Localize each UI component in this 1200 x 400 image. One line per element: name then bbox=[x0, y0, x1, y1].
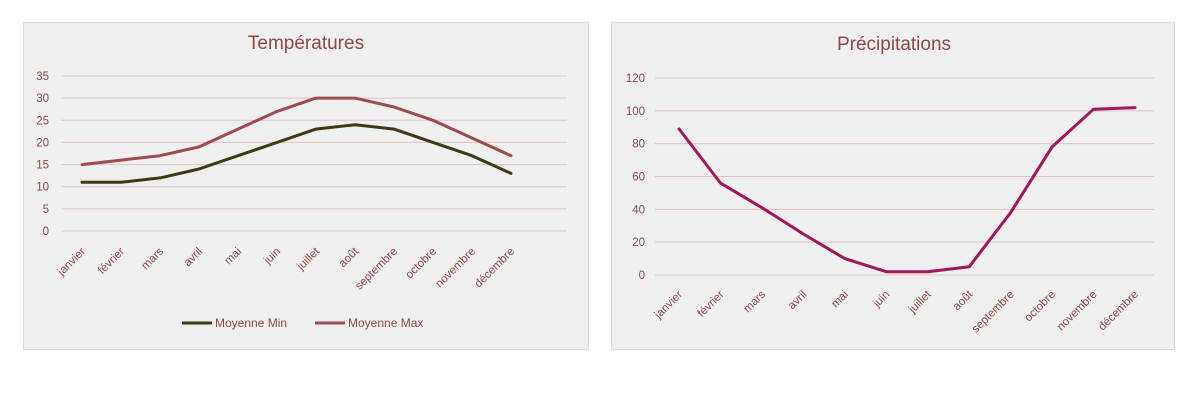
precipitation-chart-panel: Précipitations 0 20 40 60 80 100 120 janvier févr… bbox=[611, 22, 1175, 350]
data-point bbox=[509, 154, 513, 158]
x-tick-label: avril bbox=[786, 289, 809, 312]
data-point bbox=[431, 140, 435, 144]
y-tick-label: 15 bbox=[36, 160, 49, 172]
x-tick-label: janvier bbox=[55, 246, 88, 279]
data-point bbox=[80, 163, 84, 167]
x-tick-label: août bbox=[337, 245, 362, 270]
y-tick-label: 10 bbox=[36, 182, 49, 194]
x-tick-label: décembre bbox=[472, 246, 517, 291]
temperature-chart-panel: Températures 0 5 10 15 20 25 30 35 janvier février… bbox=[23, 22, 589, 350]
y-tick-label: 35 bbox=[36, 71, 49, 83]
data-point bbox=[1133, 106, 1137, 110]
x-tick-label: juillet bbox=[906, 288, 934, 316]
data-point bbox=[509, 171, 513, 175]
x-tick-label: septembre bbox=[970, 289, 1017, 336]
data-point bbox=[314, 127, 318, 131]
legend-label: Moyenne Min bbox=[215, 316, 287, 330]
series-line-moyenne-min bbox=[80, 123, 513, 184]
y-tick-label: 5 bbox=[43, 204, 49, 216]
x-tick-label: décembre bbox=[1096, 289, 1141, 334]
y-tick-label: 100 bbox=[626, 106, 645, 118]
data-point bbox=[197, 167, 201, 171]
data-point bbox=[1092, 107, 1096, 111]
x-tick-label: novembre bbox=[433, 246, 478, 291]
data-point bbox=[236, 154, 240, 158]
series-line-moyenne-max bbox=[80, 96, 513, 167]
y-tick-label: 30 bbox=[36, 93, 49, 105]
y-tick-label: 20 bbox=[36, 137, 49, 149]
data-point bbox=[275, 109, 279, 113]
data-point bbox=[431, 118, 435, 122]
data-point bbox=[884, 270, 888, 274]
data-point bbox=[197, 145, 201, 149]
x-tick-label: septembre bbox=[353, 246, 400, 293]
data-point bbox=[677, 127, 681, 131]
data-point bbox=[1050, 145, 1054, 149]
data-point bbox=[967, 265, 971, 269]
y-tick-label: 40 bbox=[632, 204, 645, 216]
data-point bbox=[926, 270, 930, 274]
precipitation-chart: Précipitations 0 20 40 60 80 100 120 janvier févr… bbox=[626, 34, 1154, 336]
x-tick-label: mars bbox=[741, 288, 768, 315]
y-tick-label: 80 bbox=[632, 139, 645, 151]
x-tick-label: mai bbox=[223, 246, 245, 268]
temperature-chart: Températures 0 5 10 15 20 25 30 35 janvier février… bbox=[36, 33, 567, 330]
y-tick-label: 25 bbox=[36, 115, 49, 127]
x-tick-label: mai bbox=[829, 289, 851, 311]
x-tick-label: juin bbox=[871, 289, 893, 311]
data-point bbox=[392, 127, 396, 131]
x-tick-label: juillet bbox=[294, 245, 322, 273]
data-point bbox=[119, 180, 123, 184]
y-tick-label: 20 bbox=[632, 237, 645, 249]
data-point bbox=[353, 96, 357, 100]
data-point bbox=[236, 127, 240, 131]
legend-label: Moyenne Max bbox=[348, 316, 423, 330]
data-point bbox=[1009, 211, 1013, 215]
data-point bbox=[158, 176, 162, 180]
x-tick-label: novembre bbox=[1055, 289, 1100, 334]
x-tick-label: février bbox=[96, 246, 127, 277]
data-point bbox=[158, 154, 162, 158]
chart-title: Précipitations bbox=[837, 34, 951, 55]
data-point bbox=[843, 257, 847, 261]
x-tick-label: octobre bbox=[404, 246, 440, 282]
data-point bbox=[353, 123, 357, 127]
data-point bbox=[470, 154, 474, 158]
y-tick-label: 120 bbox=[626, 73, 645, 85]
data-point bbox=[718, 181, 722, 185]
data-point bbox=[470, 136, 474, 140]
x-tick-label: février bbox=[695, 289, 726, 320]
series-line-0 bbox=[677, 106, 1137, 274]
chart-title: Températures bbox=[248, 33, 364, 54]
x-tick-label: juin bbox=[261, 246, 283, 268]
data-point bbox=[760, 206, 764, 210]
y-tick-label: 60 bbox=[632, 172, 645, 184]
data-point bbox=[314, 96, 318, 100]
data-point bbox=[119, 158, 123, 162]
y-tick-label: 0 bbox=[43, 226, 49, 238]
data-point bbox=[801, 232, 805, 236]
x-tick-label: mars bbox=[140, 245, 167, 272]
x-tick-label: janvier bbox=[652, 289, 685, 322]
data-point bbox=[275, 140, 279, 144]
x-tick-label: août bbox=[951, 288, 976, 313]
data-point bbox=[80, 180, 84, 184]
data-point bbox=[392, 105, 396, 109]
x-tick-label: octobre bbox=[1023, 289, 1059, 325]
y-tick-label: 0 bbox=[639, 270, 645, 282]
x-tick-label: avril bbox=[182, 246, 205, 269]
